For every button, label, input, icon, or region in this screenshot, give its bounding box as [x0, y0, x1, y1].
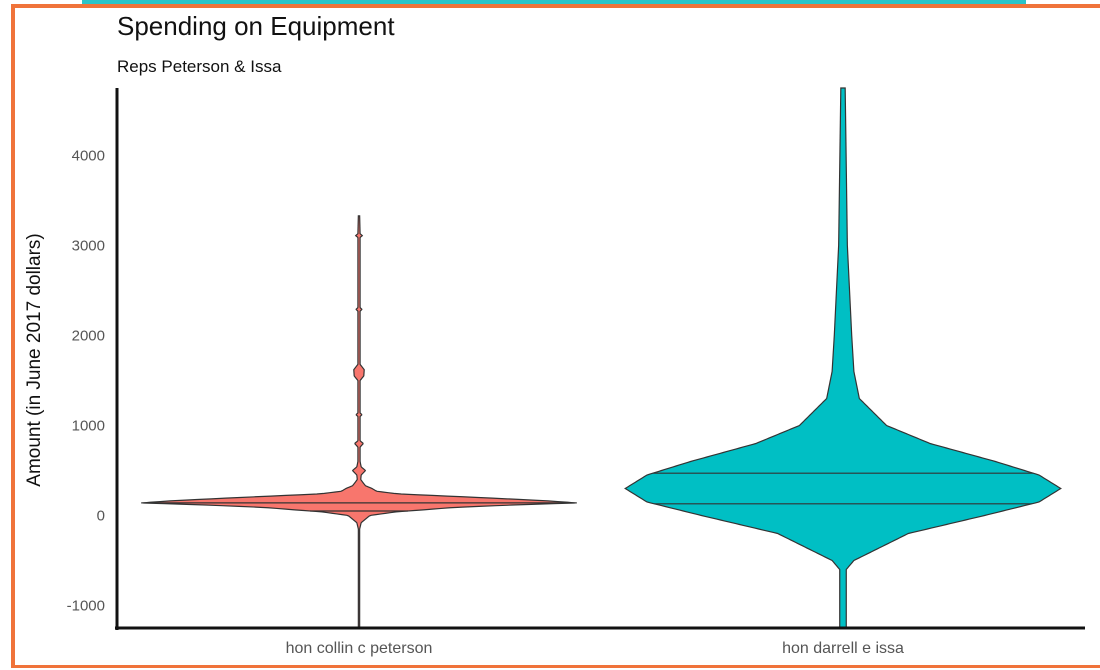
y-tick-label: 0	[97, 508, 105, 525]
x-tick-label: hon collin c peterson	[286, 640, 433, 657]
chart-frame	[11, 4, 1100, 668]
y-axis-ticks: -1000 0 1000 2000 3000 4000	[67, 148, 105, 615]
y-tick-label: 3000	[72, 238, 105, 255]
violins	[141, 87, 1062, 629]
violin-2	[624, 87, 1062, 629]
y-tick-label: 4000	[72, 148, 105, 165]
y-tick-label: 2000	[72, 328, 105, 345]
chart-title: Spending on Equipment	[117, 11, 395, 41]
y-axis-label: Amount (in June 2017 dollars)	[24, 233, 45, 486]
x-tick-label: hon darrell e issa	[782, 640, 904, 657]
y-tick-label: 1000	[72, 418, 105, 435]
chart-subtitle: Reps Peterson & Issa	[117, 57, 282, 76]
violin-1	[143, 215, 575, 629]
top-accent-bar	[82, 0, 1026, 4]
y-tick-label: -1000	[67, 598, 105, 615]
x-axis-ticks: hon collin c peterson hon darrell e issa	[286, 640, 904, 657]
